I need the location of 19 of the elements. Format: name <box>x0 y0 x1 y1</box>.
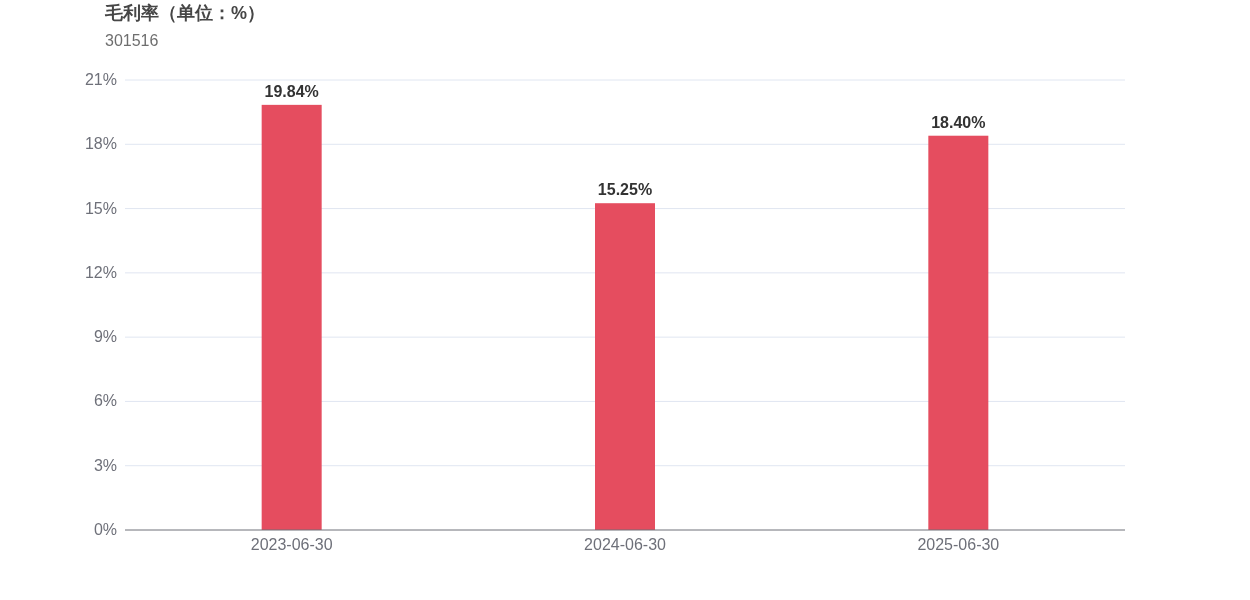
chart-title: 毛利率（单位：%） <box>104 3 266 23</box>
y-tick-label: 9% <box>93 328 117 346</box>
y-tick-label: 6% <box>93 392 117 410</box>
chart-subtitle: 301516 <box>105 32 159 49</box>
data-label: 18.40% <box>931 113 986 131</box>
bar <box>595 203 655 530</box>
bar <box>261 104 322 530</box>
y-tick-label: 0% <box>93 521 117 538</box>
y-tick-label: 3% <box>93 456 117 474</box>
y-tick-label: 18% <box>84 135 117 153</box>
data-label: 15.25% <box>597 181 653 199</box>
x-tick-label: 2024-06-30 <box>584 536 667 553</box>
data-label: 19.84% <box>264 82 319 100</box>
x-tick-label: 2023-06-30 <box>250 536 333 553</box>
y-tick-label: 12% <box>84 263 117 281</box>
y-tick-label: 21% <box>84 71 117 88</box>
bar <box>928 135 989 530</box>
y-tick-label: 15% <box>84 199 117 217</box>
x-tick-label: 2025-06-30 <box>917 536 1000 553</box>
